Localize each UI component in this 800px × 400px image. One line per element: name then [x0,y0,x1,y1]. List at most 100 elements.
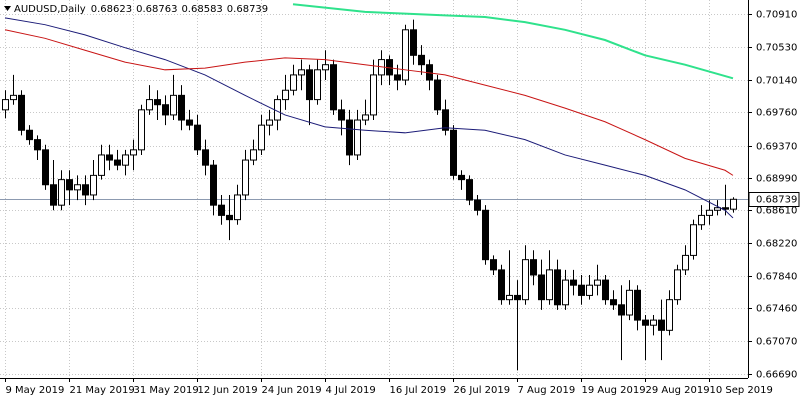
x-tick-label: 26 Jul 2019 [454,385,511,396]
y-tick-label: 0.67840 [756,272,797,283]
candle-body [322,64,329,71]
y-tick-label: 0.67070 [756,337,797,348]
x-tick-label: 19 Aug 2019 [582,385,646,396]
candle-body [514,294,521,301]
candle-body [122,154,129,166]
y-tick-label: 0.69760 [756,108,797,119]
candle-body [490,259,497,271]
candle-body [522,259,529,301]
candle-body [130,149,137,156]
candle-body [138,109,145,151]
candle-body [154,99,161,106]
candle-body [26,129,33,141]
candle-body [610,299,617,306]
candle-body [282,89,289,101]
candle-body [58,179,65,206]
candle-body [538,274,545,301]
candle-body [178,94,185,121]
candle-body [394,74,401,81]
candle-body [714,207,721,211]
candle-body [634,289,641,321]
y-tick-label: 0.70530 [756,43,797,54]
y-tick-label: 0.66690 [756,370,797,381]
candle-body [618,304,625,316]
chart-title: AUDUSD,Daily [14,4,86,15]
x-tick-label: 29 Aug 2019 [646,385,710,396]
candle-body [546,269,553,301]
x-tick-label: 9 May 2019 [6,385,65,396]
candle-body [18,94,25,131]
candle-body [474,199,481,211]
candle-body [202,149,209,166]
candle-body [242,159,249,196]
candle-body [362,114,369,121]
candle-body [690,224,697,256]
candle-body [578,284,585,296]
candle-body [458,174,465,181]
x-tick-label: 4 Jul 2019 [326,385,376,396]
candle-body [298,69,305,76]
y-tick-label: 0.70140 [756,76,797,87]
x-tick-label: 31 May 2019 [134,385,199,396]
candle-body [170,94,177,116]
candle-body [234,194,241,221]
header-high: 0.68763 [136,4,177,15]
moving-average-line [4,29,734,176]
candle-body [42,149,49,186]
candle-body [698,214,705,226]
candle-body [370,74,377,116]
plot-area [0,3,748,371]
candle-body [258,124,265,151]
candle-body [90,174,97,196]
chart-header: AUDUSD,Daily 0.68623 0.68763 0.68583 0.68739 [14,4,268,15]
candle-body [570,279,577,286]
candle-body [650,319,657,326]
x-tick-label: 12 Jun 2019 [198,385,258,396]
candle-body [82,184,89,196]
candle-body [314,69,321,101]
candle-body [402,29,409,81]
y-tick-label: 0.70910 [756,10,797,21]
candle-body [434,79,441,111]
x-tick-label: 21 May 2019 [70,385,135,396]
candle-body [34,139,41,151]
candle-body [338,109,345,121]
candle-body [306,69,313,101]
moving-average-line [292,3,734,80]
y-tick-label: 0.68220 [756,239,797,250]
candle-body [2,99,9,111]
x-tick-label: 10 Sep 2019 [710,385,773,396]
candle-body [506,294,513,301]
y-tick-label: 0.69370 [756,142,797,153]
y-tick-label: 0.67460 [756,304,797,315]
candle-body [330,64,337,111]
candle-body [586,284,593,296]
candle-body [466,179,473,201]
x-tick-label: 7 Aug 2019 [518,385,576,396]
candle-body [706,209,713,216]
candle-body [74,184,81,191]
candle-body [250,149,257,161]
candle-body [666,299,673,331]
candle-body [554,269,561,306]
x-tick-label: 24 Jun 2019 [262,385,322,396]
candle-body [658,319,665,331]
candle-body [602,279,609,301]
candle-body [162,104,169,116]
candle-body [354,119,361,156]
candle-body [626,289,633,316]
moving-average-line [4,17,734,219]
header-open: 0.68623 [91,4,132,15]
candle-body [290,74,297,91]
candle-body [410,29,417,56]
header-low: 0.68583 [181,4,222,15]
candle-body [562,279,569,306]
candle-body [418,54,425,66]
candle-body [114,159,121,166]
candle-body [530,259,537,276]
candle-body [346,119,353,156]
candle-body [642,319,649,326]
menu-triangle [4,6,11,11]
y-tick-label: 0.68990 [756,174,797,185]
y-tick-label: 0.68610 [756,206,797,217]
